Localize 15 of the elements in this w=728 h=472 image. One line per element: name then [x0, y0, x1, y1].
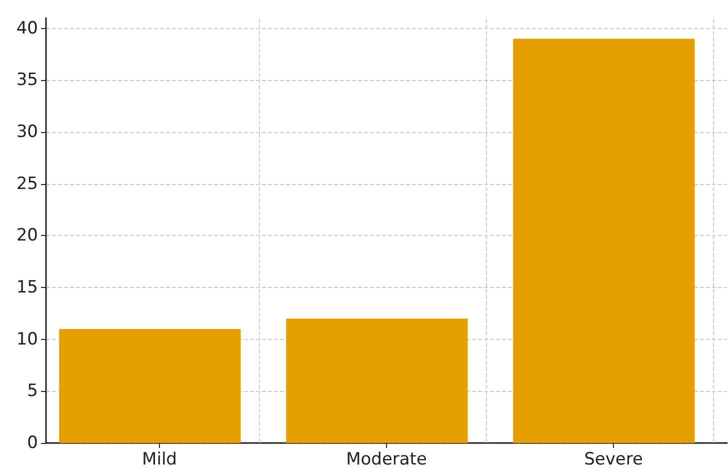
y-tick-label: 25 [16, 174, 38, 194]
bar [59, 328, 241, 443]
x-tick-label: Moderate [346, 450, 427, 470]
x-tick-label: Mild [142, 450, 177, 470]
y-tick-label: 10 [16, 329, 38, 350]
y-tick-label: 30 [16, 122, 38, 142]
bar [286, 318, 468, 443]
y-tick-label: 35 [16, 70, 38, 90]
y-tick-label: 15 [16, 278, 38, 298]
y-tick-label: 20 [16, 226, 38, 246]
y-tick-label: 5 [27, 381, 38, 402]
bar [513, 38, 695, 443]
x-tick-label: Severe [584, 450, 643, 470]
y-tick-label: 0 [27, 433, 38, 453]
y-tick-label: 40 [16, 18, 38, 38]
